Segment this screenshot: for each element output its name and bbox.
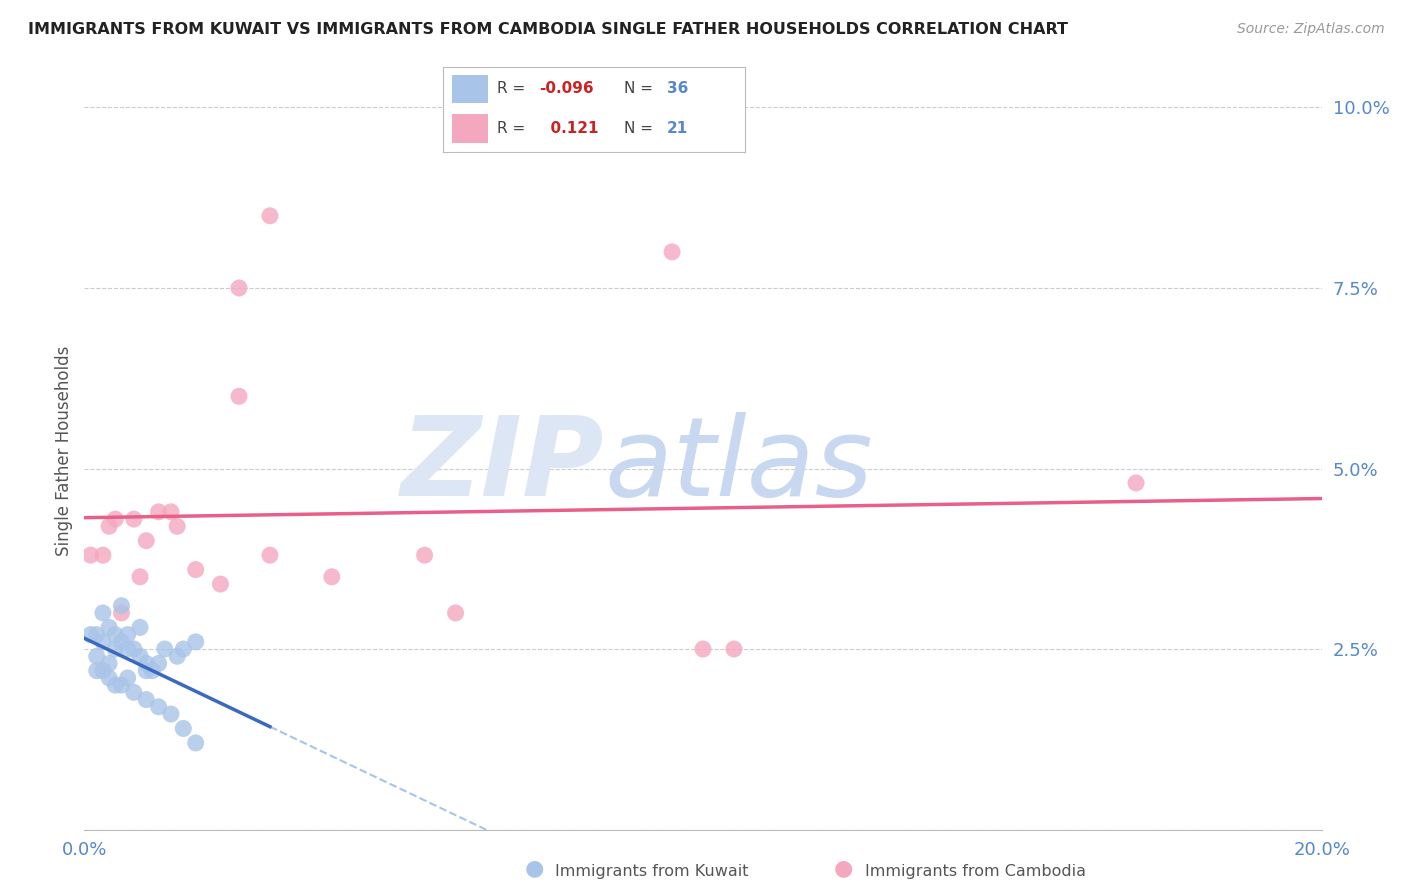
Bar [451,75,488,103]
Text: Source: ZipAtlas.com: Source: ZipAtlas.com [1237,22,1385,37]
Point [122,642,145,657]
Point [91,606,114,620]
Point [86,627,108,641]
Text: N =: N = [624,81,658,96]
Point [135,692,157,706]
Point [110,599,132,613]
Text: atlas: atlas [605,412,873,519]
Text: ●: ● [524,859,544,879]
Text: 36: 36 [666,81,688,96]
Point [91,664,114,678]
Point [228,389,250,403]
Point [259,548,281,562]
Point [209,577,232,591]
Point [172,642,194,657]
Point [172,722,194,736]
Point [98,519,121,533]
Point [91,548,114,562]
Point [184,736,207,750]
Text: 21: 21 [666,120,688,136]
Point [444,606,467,620]
Point [79,627,101,641]
Point [98,671,121,685]
Point [122,512,145,526]
Point [110,606,132,620]
Point [104,678,127,692]
Point [104,642,127,657]
Point [86,664,108,678]
Point [160,505,183,519]
Point [129,620,152,634]
Point [1125,475,1147,490]
Y-axis label: Single Father Households: Single Father Households [55,345,73,556]
Point [692,642,714,657]
Point [321,570,343,584]
Point [148,657,170,671]
Point [153,642,176,657]
Text: -0.096: -0.096 [540,81,595,96]
Point [413,548,436,562]
Point [86,649,108,664]
Text: ZIP: ZIP [401,412,605,519]
Point [166,519,188,533]
Text: IMMIGRANTS FROM KUWAIT VS IMMIGRANTS FROM CAMBODIA SINGLE FATHER HOUSEHOLDS CORR: IMMIGRANTS FROM KUWAIT VS IMMIGRANTS FRO… [28,22,1069,37]
Point [135,533,157,548]
Point [117,627,139,641]
Point [141,664,163,678]
Point [110,678,132,692]
Point [184,635,207,649]
Point [228,281,250,295]
Point [166,649,188,664]
Point [104,627,127,641]
Point [148,505,170,519]
Point [135,664,157,678]
Point [129,570,152,584]
Point [91,635,114,649]
Text: 0.121: 0.121 [540,120,598,136]
Point [104,512,127,526]
Text: ●: ● [834,859,853,879]
Point [148,699,170,714]
Point [117,642,139,657]
Text: R =: R = [498,120,530,136]
Point [110,635,132,649]
Point [122,685,145,699]
Point [661,244,683,259]
Point [723,642,745,657]
Text: R =: R = [498,81,530,96]
Point [98,657,121,671]
Bar [451,114,488,143]
Point [79,548,101,562]
Text: Immigrants from Cambodia: Immigrants from Cambodia [865,863,1085,879]
Text: Immigrants from Kuwait: Immigrants from Kuwait [555,863,749,879]
Text: N =: N = [624,120,658,136]
Point [98,620,121,634]
Point [259,209,281,223]
Point [184,563,207,577]
Point [160,706,183,721]
Point [117,671,139,685]
Point [129,649,152,664]
Point [135,657,157,671]
